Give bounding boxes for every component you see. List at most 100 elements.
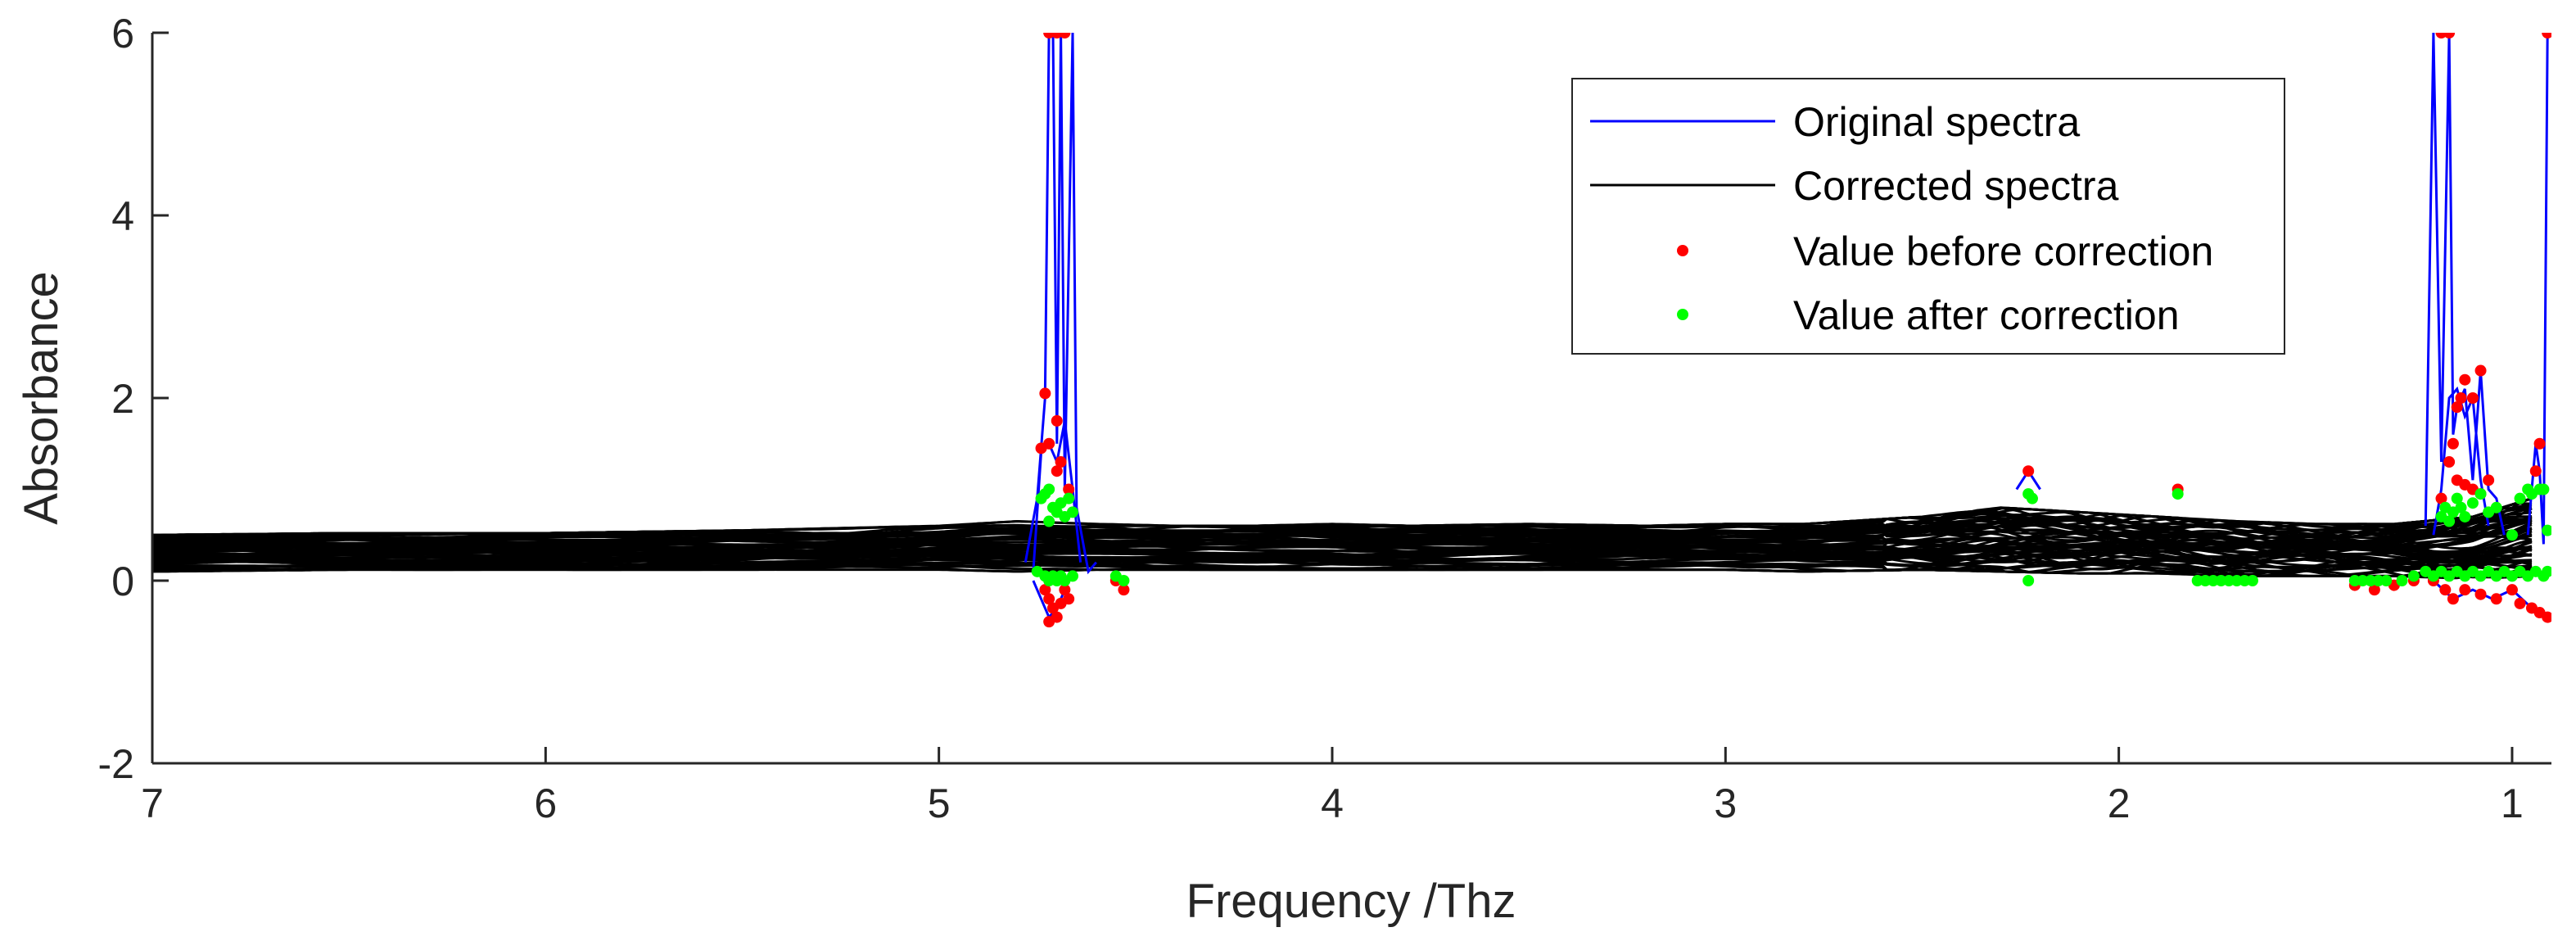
x-tick-label: 2 [2108,780,2131,826]
legend: Original spectra Corrected spectra Value… [1571,78,2285,355]
after-correction-point [2199,575,2212,586]
corrected-spectrum-line [152,548,2533,567]
before-correction-point [2022,465,2035,477]
after-correction-point [2542,565,2551,577]
after-correction-point [2407,570,2420,582]
x-axis-label: Frequency /Thz [1186,875,1516,928]
original-spectrum-line [1024,33,1097,575]
before-correction-point [1063,593,1075,605]
before-correction-point [2447,437,2459,450]
after-correction-point [2506,529,2518,541]
after-correction-point [1043,515,1055,527]
after-correction-point [1043,483,1055,495]
after-correction-point [1066,506,1078,518]
axes [151,31,2551,765]
before-correction-point [1043,593,1055,605]
before-correction-point [2474,588,2487,600]
before-correction-point [1039,584,1051,596]
after-correction-point [2357,575,2369,586]
after-correction-point [2451,492,2463,504]
before-correction-point [2368,584,2380,596]
before-correction-point [2451,401,2463,414]
x-tick-label: 3 [1714,780,1737,826]
after-correction-point [2365,575,2377,586]
y-tick-label: 4 [111,193,134,239]
after-correction-point [2348,575,2361,586]
before-correction-point [1055,456,1067,468]
after-correction-point [2514,492,2526,504]
before-correction-point [2435,492,2447,504]
before-correction-point [1039,387,1051,400]
before-correction-point [2542,611,2551,623]
before-correction-point [2455,392,2467,404]
tick-labels: 7 6 5 4 3 2 1 -2 0 2 4 6 [98,11,2524,826]
after-correction-point [1118,575,1130,586]
legend-before-marker [1677,245,1688,256]
before-correction-point [2483,474,2495,486]
after-correction-point [1066,570,1078,582]
before-correction-point [2533,437,2546,450]
before-correction-point [2459,584,2471,596]
before-correction-point [1059,33,1071,38]
x-tick-label: 4 [1321,780,1344,826]
before-correction-point [2447,593,2459,605]
before-correction-point [1043,437,1055,450]
corrected-spectrum-line [152,518,2533,554]
legend-original-label: Original spectra [1793,99,2080,145]
after-correction-point [2026,492,2038,504]
after-correction-point [2372,575,2384,586]
legend-box [1571,78,2285,355]
after-correction-point [2246,575,2258,586]
after-correction-point [2474,488,2487,500]
before-correction-point [2529,465,2542,477]
plot-area [152,33,2551,628]
before-correction-point [1051,465,1063,477]
y-tick-label: 0 [111,559,134,604]
y-tick-label: -2 [98,741,134,787]
before-correction-point [2506,584,2518,596]
before-correction-point [1063,483,1075,495]
corrected-spectrum-line [152,521,2533,551]
legend-corrected-label: Corrected spectra [1793,163,2119,209]
legend-after-label: Value after correction [1793,292,2180,338]
after-correction-point [2459,510,2471,522]
corrected-spectrum-line [152,538,2533,572]
x-tick-label: 5 [928,780,951,826]
before-correction-point [2542,33,2551,38]
corrected-spectrum-line [152,507,2533,547]
after-correction-point [2455,501,2467,513]
y-axis-label: Absorbance [15,271,68,525]
after-correction-point [2542,524,2551,536]
after-correction-points [1031,483,2551,586]
before-correction-point [2490,593,2502,605]
y-tick-label: 6 [111,11,134,57]
corrected-spectra-lines [152,497,2533,580]
before-correction-point [1043,616,1055,628]
legend-before-label: Value before correction [1793,228,2213,274]
corrected-spectrum-line [152,536,2533,563]
y-tick-label: 2 [111,376,134,422]
after-correction-point [2172,488,2184,500]
after-correction-point [2538,483,2550,495]
before-correction-point [2466,392,2479,404]
legend-after-marker [1677,309,1688,320]
after-correction-point [1063,492,1075,504]
before-correction-point [1059,584,1071,596]
after-correction-point [2490,501,2502,513]
after-correction-point [2466,497,2479,509]
after-correction-point [2022,575,2035,586]
after-correction-point [2223,575,2235,586]
before-correction-point [2443,456,2456,468]
before-correction-point [1118,584,1130,596]
before-correction-point [2474,364,2487,377]
after-correction-point [2380,575,2393,586]
before-correction-point [1051,414,1063,427]
corrected-spectrum-line [152,563,2533,577]
corrected-spectrum-line [152,507,2533,549]
after-correction-point [2230,575,2243,586]
before-correction-point [2459,373,2471,386]
x-tick-label: 1 [2501,780,2524,826]
after-correction-point [2443,515,2456,527]
before-correction-point [2514,597,2526,609]
